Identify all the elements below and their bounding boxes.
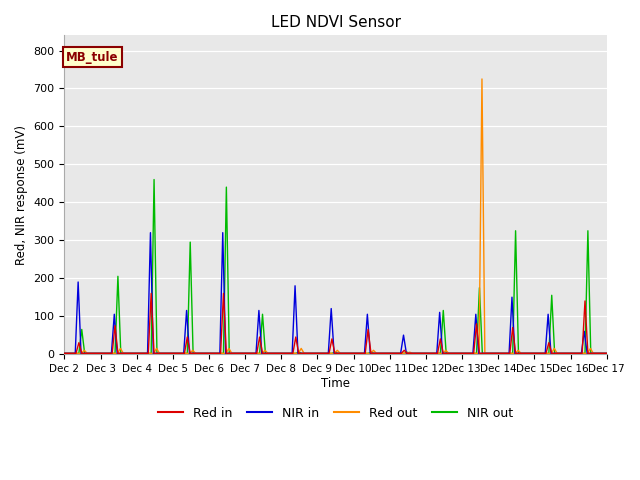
Legend: Red in, NIR in, Red out, NIR out: Red in, NIR in, Red out, NIR out bbox=[152, 402, 518, 425]
X-axis label: Time: Time bbox=[321, 377, 350, 390]
Title: LED NDVI Sensor: LED NDVI Sensor bbox=[271, 15, 401, 30]
Y-axis label: Red, NIR response (mV): Red, NIR response (mV) bbox=[15, 125, 28, 264]
Text: MB_tule: MB_tule bbox=[66, 50, 118, 63]
